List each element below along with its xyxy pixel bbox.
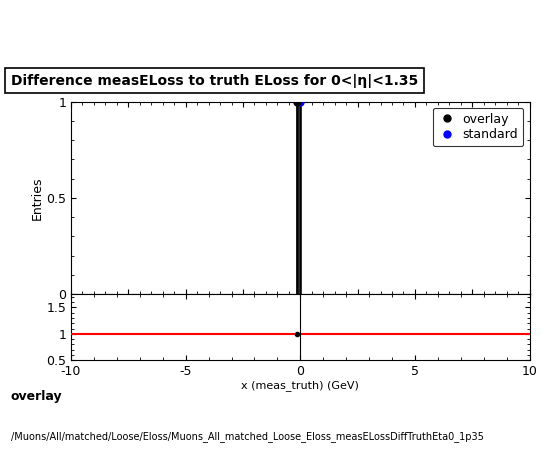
Text: Difference measELoss to truth ELoss for 0<|η|<1.35: Difference measELoss to truth ELoss for … (11, 74, 418, 88)
Legend: overlay, standard: overlay, standard (433, 108, 524, 146)
Text: /Muons/All/matched/Loose/Eloss/Muons_All_matched_Loose_Eloss_measELossDiffTruthE: /Muons/All/matched/Loose/Eloss/Muons_All… (11, 431, 484, 442)
Y-axis label: Entries: Entries (31, 176, 43, 219)
Text: overlay: overlay (11, 389, 63, 402)
X-axis label: x (meas_truth) (GeV): x (meas_truth) (GeV) (241, 380, 359, 390)
